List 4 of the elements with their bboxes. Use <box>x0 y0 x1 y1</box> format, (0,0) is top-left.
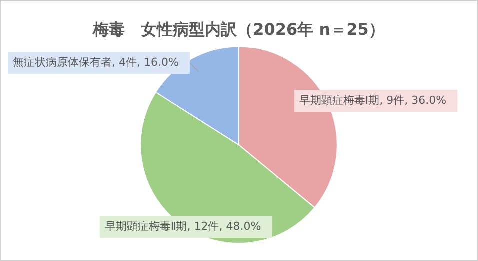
slice-label: 早期顕症梅毒Ⅰ期, 9件, 36.0% <box>299 94 447 107</box>
slice-label: 無症状病原体保有者, 4件, 16.0% <box>13 56 179 69</box>
chart-title: 梅毒 女性病型内訳（2026年 n＝25） <box>92 20 385 39</box>
slice-label: 早期顕症梅毒Ⅱ期, 12件, 48.0% <box>104 220 262 233</box>
